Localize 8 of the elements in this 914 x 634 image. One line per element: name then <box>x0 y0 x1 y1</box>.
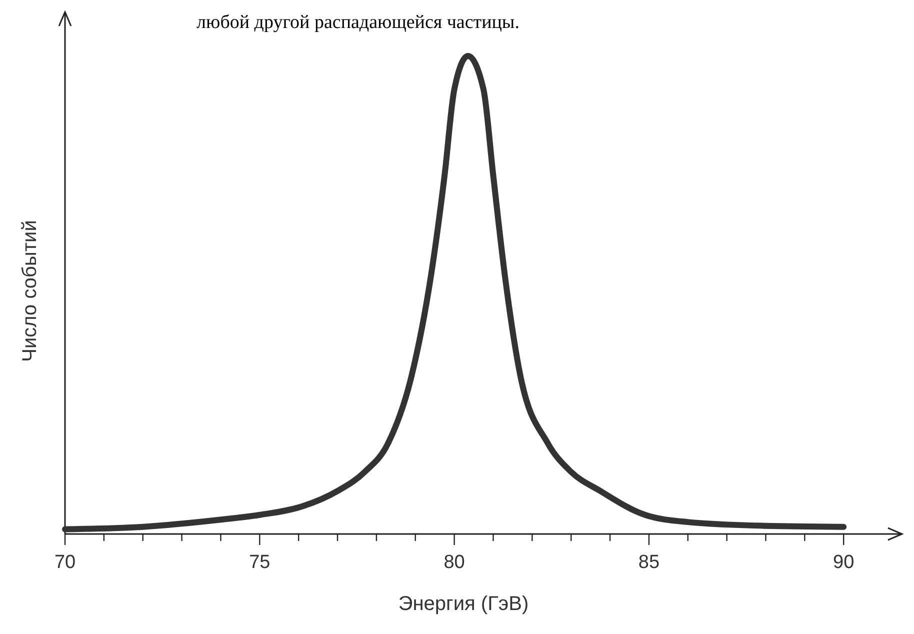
x-tick-label: 80 <box>444 552 465 573</box>
x-axis-title: Энергия (ГэВ) <box>398 593 529 615</box>
x-tick-label: 85 <box>638 552 660 573</box>
y-axis-title: Число событий <box>19 220 41 362</box>
x-tick-label: 90 <box>833 552 854 573</box>
text: любой другой распадающейся частицы. <box>196 12 520 33</box>
x-tick-label: 75 <box>249 552 270 573</box>
x-tick-label: 70 <box>54 552 76 573</box>
